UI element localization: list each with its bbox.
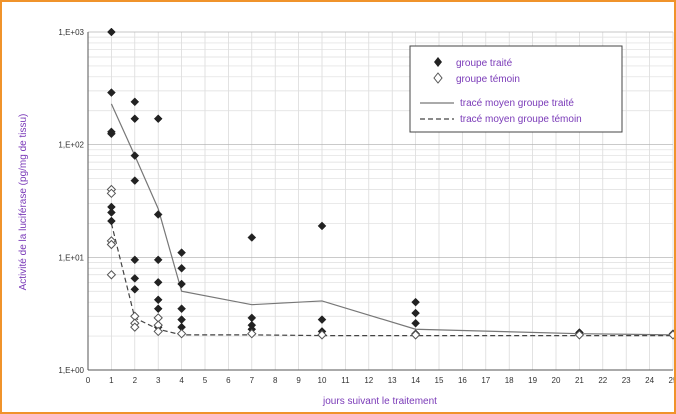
treated-point xyxy=(177,304,186,314)
treated-point xyxy=(153,255,163,265)
treated-point xyxy=(411,297,420,307)
treated-point xyxy=(107,88,116,97)
control-point xyxy=(574,330,585,340)
y-tick-label: 1,E+00 xyxy=(58,366,84,375)
x-tick-label: 9 xyxy=(296,376,301,385)
treated-point xyxy=(153,114,163,124)
treated-point xyxy=(107,208,116,217)
x-tick-label: 17 xyxy=(481,376,490,385)
x-tick-label: 8 xyxy=(273,376,278,385)
x-tick-label: 11 xyxy=(341,376,350,385)
control-point xyxy=(247,328,257,339)
tick-labels: 0 1 2 3 4 5 6 7 8 9 10 11 12 13 14 15 16 17 18 19 20 21 22 23 24… xyxy=(58,28,674,385)
treated-point xyxy=(107,27,116,37)
x-tick-label: 14 xyxy=(411,376,420,385)
x-tick-label: 3 xyxy=(156,376,161,385)
legend-treated-label: groupe traité xyxy=(456,58,513,69)
y-tick-label: 1,E+01 xyxy=(58,253,84,262)
x-tick-label: 15 xyxy=(435,376,444,385)
treated-point xyxy=(317,315,327,324)
control-point xyxy=(153,326,163,337)
x-tick-label: 25 xyxy=(669,376,674,385)
treated-point xyxy=(177,248,186,258)
x-tick-label: 1 xyxy=(109,376,114,385)
data-points xyxy=(106,27,674,340)
control-point xyxy=(106,239,117,250)
legend-treated-mean-label: tracé moyen groupe traité xyxy=(460,98,574,109)
treated-point xyxy=(153,277,163,287)
treated-point xyxy=(107,129,116,139)
treated-point xyxy=(247,233,257,242)
legend-treated-marker xyxy=(434,57,442,67)
x-tick-label: 24 xyxy=(645,376,654,385)
x-tick-label: 20 xyxy=(552,376,561,385)
x-tick-label: 21 xyxy=(575,376,584,385)
x-tick-label: 16 xyxy=(458,376,467,385)
legend-box xyxy=(409,45,623,133)
x-tick-label: 7 xyxy=(250,376,255,385)
treated-point xyxy=(153,210,163,219)
treated-point xyxy=(177,279,186,289)
treated-point xyxy=(130,97,140,107)
control-point xyxy=(106,188,117,199)
x-axis-label: jours suivant le traitement xyxy=(322,396,437,407)
control-point xyxy=(410,330,421,340)
x-tick-label: 4 xyxy=(179,376,184,385)
treated-point xyxy=(130,176,140,185)
y-tick-label: 1,E+02 xyxy=(58,141,84,150)
treated-point xyxy=(153,295,163,305)
x-tick-label: 0 xyxy=(86,376,91,385)
treated-point xyxy=(177,315,186,324)
control-point xyxy=(176,328,187,339)
treated-point xyxy=(411,318,420,328)
treated-point xyxy=(177,263,186,273)
treated-point xyxy=(130,151,140,160)
axes xyxy=(87,32,673,371)
treated-point xyxy=(411,308,420,318)
x-tick-label: 10 xyxy=(318,376,327,385)
x-tick-label: 12 xyxy=(364,376,373,385)
control-point xyxy=(317,330,327,340)
legend: groupe traité groupe témoin tracé moyen … xyxy=(409,45,623,133)
control-point xyxy=(130,322,140,332)
x-tick-label: 22 xyxy=(598,376,607,385)
x-tick-label: 13 xyxy=(388,376,397,385)
y-axis-label: Activité de la luciférase (pg/mg de tiss… xyxy=(18,114,29,291)
treated-point xyxy=(130,274,140,283)
treated-point xyxy=(130,284,140,294)
control-point xyxy=(668,330,674,340)
treated-point xyxy=(247,313,257,323)
x-tick-label: 23 xyxy=(622,376,631,385)
x-tick-label: 18 xyxy=(505,376,514,385)
legend-control-mean-label: tracé moyen groupe témoin xyxy=(460,114,582,125)
treated-point xyxy=(153,304,163,314)
x-tick-label: 5 xyxy=(203,376,208,385)
y-tick-label: 1,E+03 xyxy=(58,28,84,37)
x-tick-label: 19 xyxy=(528,376,537,385)
legend-control-marker xyxy=(433,72,443,84)
legend-control-label: groupe témoin xyxy=(456,74,520,85)
grid-lines xyxy=(87,31,674,371)
treated-point xyxy=(107,216,116,226)
control-point xyxy=(106,270,117,280)
x-tick-label: 2 xyxy=(133,376,138,385)
x-tick-label: 6 xyxy=(226,376,231,385)
treated-point xyxy=(130,114,140,124)
treated-point xyxy=(317,221,327,231)
treated-point xyxy=(130,255,140,265)
treated-mean-line xyxy=(110,103,674,336)
